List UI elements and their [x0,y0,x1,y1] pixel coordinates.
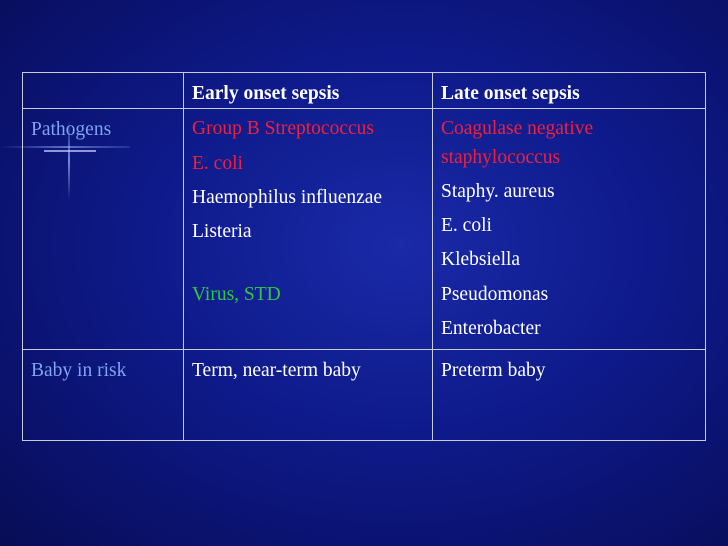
early-baby-in-risk: Term, near-term baby [183,349,433,441]
early-pathogen-item: Haemophilus influenzae [192,186,383,208]
late-baby-in-risk: Preterm baby [432,349,706,441]
early-pathogen-item: Group B Streptococcus [192,118,374,140]
pathogens-label: Pathogens [31,119,112,141]
early-pathogen-item: E. coli [192,152,243,174]
table-header-row: Early onset sepsis Late onset sepsis [22,71,706,110]
pathogens-label-cell: Pathogens [22,108,184,351]
early-pathogen-item: Virus, STD [192,284,281,306]
header-late-onset: Late onset sepsis [432,71,706,110]
spacer [192,252,424,281]
early-pathogens-cell: Group B Streptococcus E. coli Haemophilu… [183,108,433,351]
pathogens-row: Pathogens Group B Streptococcus E. coli … [22,108,706,351]
late-pathogen-item: Pseudomonas [441,283,549,305]
late-pathogens-cell: Coagulase negative staphylococcus Staphy… [432,108,706,351]
header-cell-empty [22,71,184,110]
sepsis-comparison-table: Early onset sepsis Late onset sepsis Pat… [22,71,706,441]
early-pathogen-item: Listeria [192,221,252,243]
late-pathogen-item: E. coli [441,215,492,237]
late-pathogen-item: Enterobacter [441,317,541,339]
baby-in-risk-label: Baby in risk [31,360,127,382]
late-pathogen-item: Klebsiella [441,249,521,271]
baby-in-risk-label-cell: Baby in risk [22,349,184,441]
late-pathogen-item: Staphy. aureus [441,180,555,202]
late-pathogen-item: Coagulase negative staphylococcus [441,118,594,168]
baby-in-risk-row: Baby in risk Term, near-term baby Preter… [22,349,706,441]
header-early-onset: Early onset sepsis [183,71,433,110]
